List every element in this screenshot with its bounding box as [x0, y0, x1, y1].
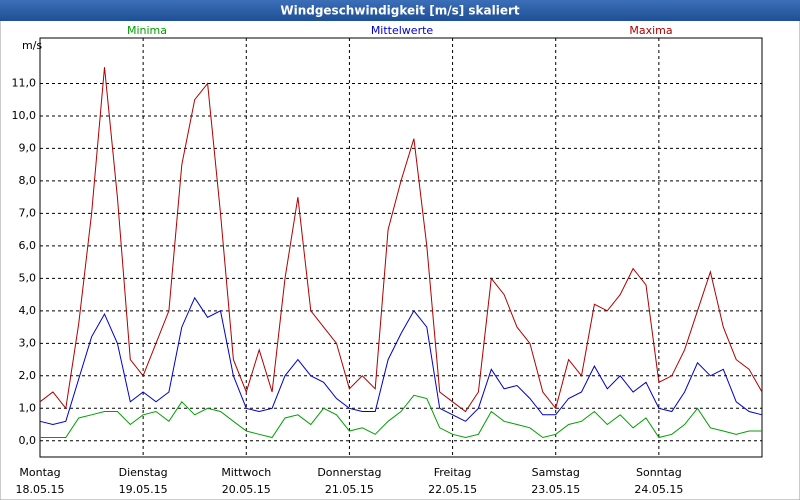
y-tick-label: 0,0 — [19, 434, 37, 447]
x-tick-date: 23.05.15 — [531, 483, 580, 496]
x-tick-label: Montag — [19, 466, 60, 479]
chart-title: Windgeschwindigkeit [m/s] skaliert — [280, 4, 520, 18]
legend-label: Mittelwerte — [371, 24, 434, 37]
x-tick-date: 24.05.15 — [634, 483, 683, 496]
x-tick-date: 18.05.15 — [16, 483, 65, 496]
x-tick-date: 20.05.15 — [222, 483, 271, 496]
y-tick-label: 2,0 — [19, 369, 37, 382]
series-line — [40, 394, 762, 439]
y-tick-label: 7,0 — [19, 206, 37, 219]
title-bar — [0, 0, 800, 21]
x-tick-date: 21.05.15 — [325, 483, 374, 496]
x-tick-date: 22.05.15 — [428, 483, 477, 496]
x-tick-date: 19.05.15 — [119, 483, 168, 496]
series-line — [39, 296, 763, 426]
y-tick-label: 10,0 — [12, 109, 37, 122]
x-tick-label: Freitag — [434, 466, 472, 479]
x-tick-label: Dienstag — [119, 466, 168, 479]
y-tick-label: 8,0 — [19, 174, 37, 187]
y-tick-label: 9,0 — [19, 141, 37, 154]
y-tick-label: 11,0 — [12, 76, 37, 89]
x-tick-label: Donnerstag — [317, 466, 381, 479]
x-tick-label: Samstag — [532, 466, 580, 479]
legend-label: Maxima — [629, 24, 672, 37]
plot-frame — [39, 37, 763, 458]
x-tick-label: Sonntag — [636, 466, 682, 479]
legend-label: Minima — [127, 24, 167, 37]
y-tick-label: 1,0 — [19, 401, 37, 414]
series-line — [39, 67, 763, 413]
y-tick-label: 5,0 — [19, 271, 37, 284]
x-tick-label: Mittwoch — [221, 466, 271, 479]
y-tick-label: 4,0 — [19, 304, 37, 317]
y-axis-label: m/s — [22, 39, 42, 52]
y-tick-label: 3,0 — [19, 336, 37, 349]
y-tick-label: 6,0 — [19, 239, 37, 252]
